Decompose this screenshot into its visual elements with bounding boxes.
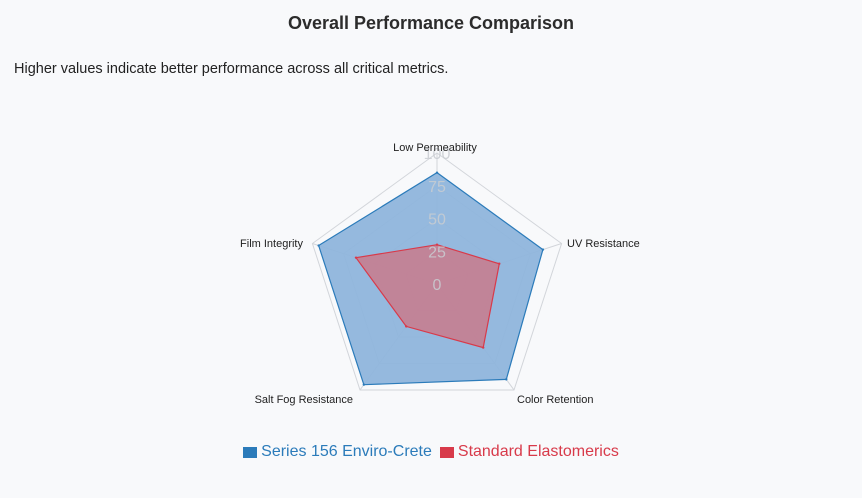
series-1-point[interactable] [362,383,366,386]
grid-ring-outer [311,152,563,391]
radial-tick-label: 75 [428,179,446,196]
series-2-point[interactable] [354,256,358,259]
axis-label-film-integrity: Film Integrity [240,238,303,250]
series-2-point[interactable] [498,262,501,265]
legend-label-series-2: Standard Elastomerics [457,443,619,460]
series-2-point[interactable] [481,346,485,349]
legend-item-series-2[interactable]: Standard Elastomerics [439,443,619,461]
chart-title: Overall Performance Comparison [287,13,575,33]
legend-label-series-1: Series 156 Enviro-Crete [261,443,432,460]
axis-label-salt-fog-resistance: Salt Fog Resistance [255,394,353,406]
radar-series [317,171,545,386]
series-1-point[interactable] [317,244,320,247]
radial-tick-label: 50 [428,212,446,229]
series-1-point[interactable] [541,248,545,251]
axis-label-uv-resistance: UV Resistance [567,238,640,250]
series-1-point[interactable] [505,378,508,381]
series-2-point[interactable] [435,243,439,246]
axis-label-color-retention: Color Retention [517,394,593,406]
series-1-point[interactable] [435,171,439,174]
radar-chart: 0 25 50 75 100 Low Permeability UV Resistance… [240,142,640,406]
radial-tick-label: 25 [428,244,446,261]
chart-subtitle: Higher values indicate better performanc… [14,61,449,77]
legend-swatch-series-1 [243,446,258,458]
radial-tick-label: 0 [433,277,442,294]
radar-ticks: 0 25 50 75 100 [424,146,451,294]
legend-swatch-series-2 [439,446,454,458]
series-2-point[interactable] [405,325,408,328]
radar-axis-labels: Low Permeability UV Resistance Color Reten… [240,142,640,406]
legend: Series 156 Enviro-Crete Standard Elastom… [0,443,862,461]
legend-item-series-1[interactable]: Series 156 Enviro-Crete [243,443,432,461]
radial-tick-label: 100 [424,146,451,163]
axis-label-low-permeability: Low Permeability [393,142,477,154]
series-area-2[interactable] [354,244,500,349]
